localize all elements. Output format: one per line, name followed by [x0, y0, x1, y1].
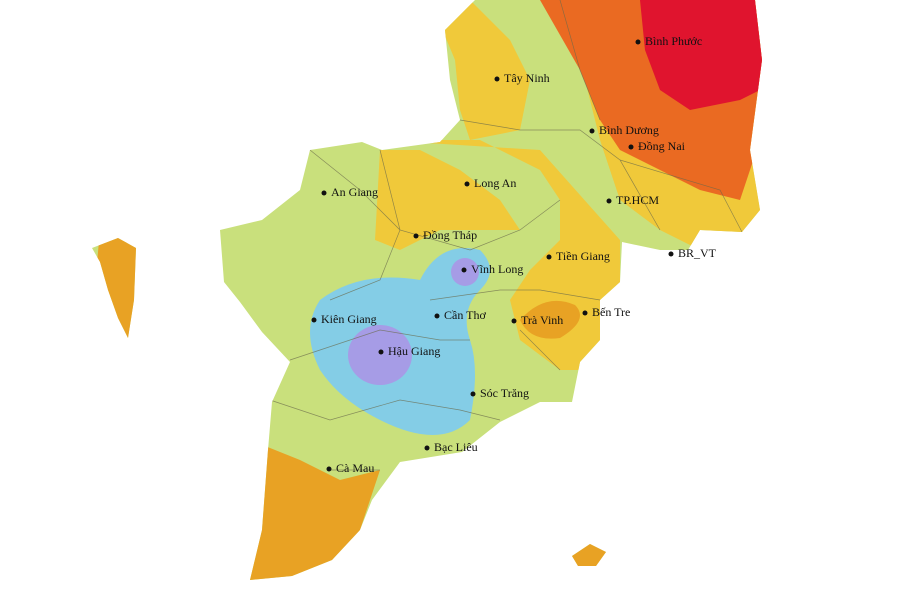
place-label: Tây Ninh [504, 71, 550, 85]
place-label: An Giang [331, 185, 378, 199]
place-label: Kiên Giang [321, 312, 377, 326]
place-label: Bình Dương [599, 123, 659, 137]
place-label: Bình Phước [645, 34, 702, 48]
place-label: Cần Thơ [444, 308, 486, 322]
place-label: Tiền Giang [556, 249, 610, 263]
place-label: Cà Mau [336, 461, 374, 475]
place-label: BR_VT [678, 246, 717, 260]
place-label: Đồng Tháp [423, 228, 477, 242]
place-label: Bạc Liêu [434, 440, 478, 454]
place-dots [311, 39, 674, 472]
place-label: Hậu Giang [388, 344, 440, 358]
place-label: Trà Vinh [521, 313, 563, 327]
place-label: Long An [474, 176, 516, 190]
place-label: Đồng Nai [638, 139, 686, 153]
place-label: TP.HCM [616, 193, 659, 207]
place-label: Bến Tre [592, 305, 630, 319]
place-label: Vĩnh Long [471, 262, 523, 276]
place-label: Sóc Trăng [480, 386, 529, 400]
place-labels: Bình Phước Tây Ninh Bình Dương Đồng Nai … [321, 34, 717, 475]
